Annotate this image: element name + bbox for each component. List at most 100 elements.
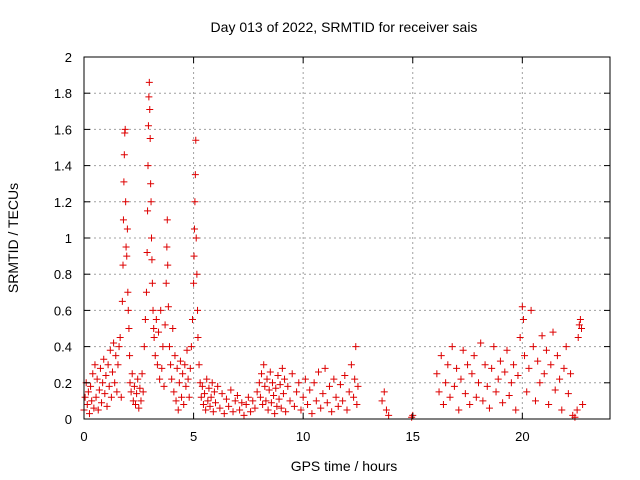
y-tick-label: 1.8	[54, 86, 72, 101]
data-point	[186, 364, 194, 372]
data-point	[130, 382, 138, 390]
y-tick-label: 0.8	[54, 267, 72, 282]
data-point	[205, 384, 213, 392]
data-point	[317, 404, 325, 412]
data-point	[258, 370, 266, 378]
data-point	[483, 382, 491, 390]
data-point	[112, 352, 120, 360]
data-point	[146, 134, 154, 142]
data-point	[168, 375, 176, 383]
data-point	[505, 391, 513, 399]
data-point	[209, 408, 217, 416]
data-point	[163, 216, 171, 224]
data-point	[190, 252, 198, 260]
data-point	[145, 93, 153, 101]
data-point	[194, 306, 202, 314]
data-point	[84, 388, 92, 396]
data-point	[172, 397, 180, 405]
data-point	[93, 375, 101, 383]
chart-title: Day 013 of 2022, SRMTID for receiver sai…	[211, 19, 478, 35]
data-point	[220, 410, 228, 418]
data-point	[214, 382, 222, 390]
data-point	[466, 401, 474, 409]
data-point	[312, 397, 320, 405]
data-point	[222, 395, 230, 403]
data-point	[277, 404, 285, 412]
data-point	[288, 370, 296, 378]
data-point	[538, 332, 546, 340]
data-point	[155, 328, 163, 336]
data-point	[132, 401, 140, 409]
data-point	[118, 297, 126, 305]
y-tick-label: 0	[65, 412, 72, 427]
data-point	[278, 364, 286, 372]
data-point	[253, 388, 261, 396]
data-point	[193, 270, 201, 278]
data-point	[244, 393, 252, 401]
data-point	[275, 395, 283, 403]
data-point	[101, 390, 109, 398]
data-point	[328, 408, 336, 416]
data-point	[261, 382, 269, 390]
data-point	[120, 178, 128, 186]
data-point	[319, 390, 327, 398]
data-point	[126, 352, 134, 360]
data-point	[444, 361, 452, 369]
data-point	[264, 406, 272, 414]
data-points	[80, 78, 587, 421]
data-point	[173, 364, 181, 372]
x-tick-label: 0	[80, 429, 87, 444]
data-point	[170, 388, 178, 396]
data-point	[229, 408, 237, 416]
data-point	[227, 386, 235, 394]
data-point	[271, 410, 279, 418]
data-point	[492, 388, 500, 396]
data-point	[119, 261, 127, 269]
data-point	[207, 393, 215, 401]
data-point	[562, 343, 570, 351]
data-point	[135, 404, 143, 412]
data-point	[351, 375, 359, 383]
data-point	[150, 325, 158, 332]
data-point	[115, 343, 123, 351]
data-point	[350, 393, 358, 401]
data-point	[81, 393, 89, 401]
data-point	[181, 361, 189, 369]
data-point	[281, 375, 289, 383]
data-point	[558, 406, 566, 414]
data-point	[256, 393, 264, 401]
data-point	[560, 364, 568, 372]
data-point	[433, 370, 441, 378]
data-point	[160, 382, 168, 390]
data-point	[158, 364, 166, 372]
data-point	[573, 406, 581, 414]
data-point	[353, 401, 361, 409]
data-point	[225, 402, 233, 410]
data-point	[90, 404, 98, 412]
data-point	[286, 397, 294, 405]
data-point	[83, 401, 91, 409]
data-point	[448, 343, 456, 351]
data-point	[352, 343, 360, 351]
data-point	[206, 402, 214, 410]
data-point	[216, 404, 224, 412]
data-point	[192, 136, 200, 144]
data-point	[164, 261, 172, 269]
data-point	[461, 390, 469, 398]
data-point	[523, 388, 531, 396]
data-point	[117, 393, 125, 401]
data-point	[488, 364, 496, 372]
y-tick-label: 1.2	[54, 195, 72, 210]
data-point	[161, 321, 169, 329]
data-point	[536, 379, 544, 387]
data-point	[121, 125, 129, 133]
data-point	[521, 352, 529, 360]
data-point	[178, 393, 186, 401]
data-point	[330, 375, 338, 383]
data-point	[113, 388, 121, 396]
data-point	[179, 370, 187, 378]
data-point	[99, 379, 107, 387]
data-point	[297, 406, 305, 414]
data-point	[332, 393, 340, 401]
data-point	[164, 303, 172, 311]
